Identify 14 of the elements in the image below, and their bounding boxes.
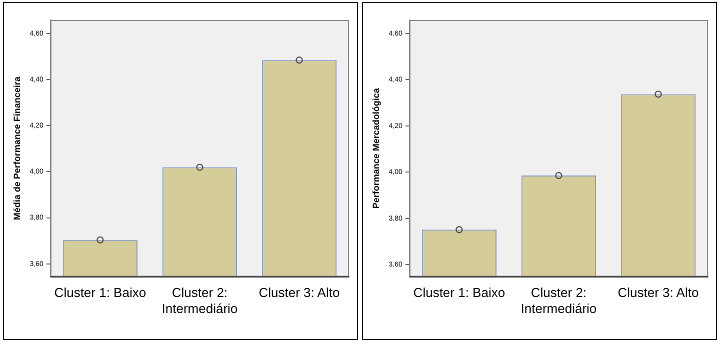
point	[196, 164, 204, 171]
x-tick-label: Cluster 2: Intermediário	[162, 285, 238, 316]
x-tick-label: Cluster 2: Intermediário	[520, 285, 597, 316]
point	[296, 56, 303, 64]
point	[654, 90, 662, 98]
y-axis-title: Média de Performance Financeira	[12, 76, 22, 220]
point	[96, 236, 104, 244]
point	[456, 226, 463, 234]
x-tick-label: Cluster 1: Baixo	[413, 285, 506, 300]
x-tick-label: Cluster 3: Alto	[258, 285, 340, 300]
y-axis-title: Performance Mercadológica	[370, 87, 381, 209]
point	[555, 172, 562, 180]
x-tick-label: Cluster 3: Alto	[618, 285, 699, 300]
x-tick-label: Cluster 1: Baixo	[54, 285, 146, 300]
